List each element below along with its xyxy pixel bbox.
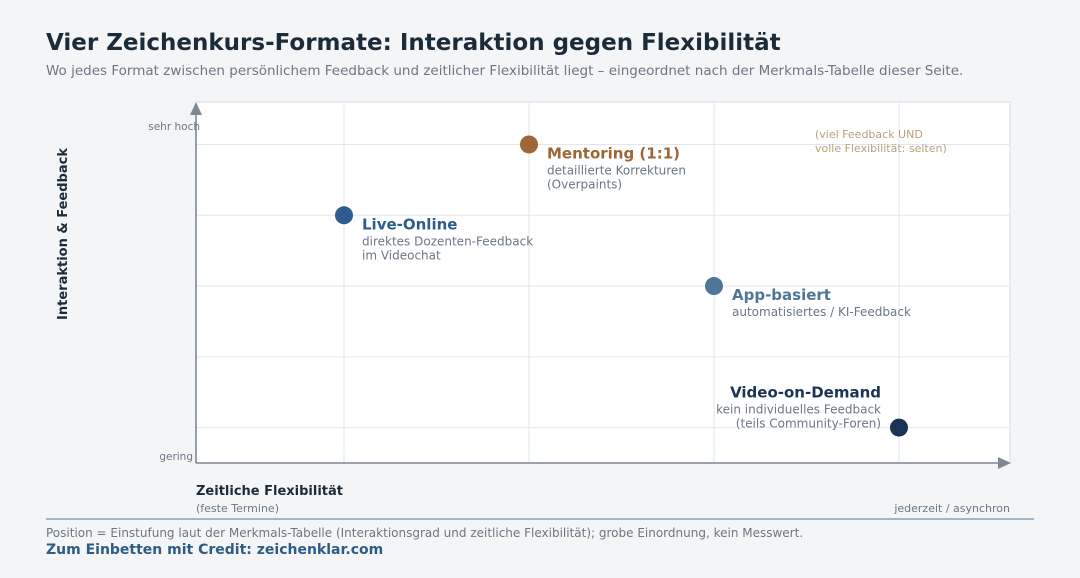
annotation-line: (viel Feedback UND [815, 128, 923, 141]
point-label: Video-on-Demand [730, 384, 881, 402]
data-points: Mentoring (1:1)detaillierte Korrekturen(… [335, 135, 911, 437]
data-point-group: Mentoring (1:1)detaillierte Korrekturen(… [520, 135, 686, 191]
footer-divider [46, 518, 1034, 520]
point-description: (Overpaints) [547, 177, 622, 191]
footnote: Position = Einstufung laut der Merkmals-… [46, 526, 804, 540]
point-label: Live-Online [362, 215, 457, 233]
y-axis-label: Interaktion & Feedback [56, 148, 71, 320]
point-label: App-basiert [732, 286, 831, 304]
x-tick-low: (feste Termine) [196, 502, 279, 515]
corner-annotation: (viel Feedback UND volle Flexibilität: s… [815, 128, 947, 155]
point-label: Mentoring (1:1) [547, 144, 680, 162]
data-point [520, 135, 538, 154]
plot-area [195, 101, 1011, 464]
credit-link[interactable]: Zum Einbetten mit Credit: zeichenklar.co… [46, 542, 384, 558]
point-description: (teils Community-Foren) [736, 417, 881, 431]
point-description: im Videochat [362, 248, 441, 262]
x-axis-arrow [998, 457, 1011, 469]
chart-subtitle: Wo jedes Format zwischen persönlichem Fe… [46, 63, 964, 79]
point-description: direktes Dozenten-Feedback [362, 234, 533, 248]
point-description: automatisiertes / KI-Feedback [732, 305, 911, 319]
annotation-line: volle Flexibilität: selten) [815, 142, 947, 155]
y-tick-low: gering [159, 451, 193, 463]
axes [190, 102, 1011, 469]
data-point [335, 206, 353, 225]
y-axis-arrow [190, 102, 202, 115]
point-description: kein individuelles Feedback [716, 403, 881, 417]
point-description: detaillierte Korrekturen [547, 163, 686, 177]
x-axis-label: Zeitliche Flexibilität [196, 484, 343, 499]
x-tick-high: jederzeit / asynchron [893, 502, 1010, 515]
y-tick-high: sehr hoch [148, 121, 200, 133]
chart-title: Vier Zeichenkurs-Formate: Interaktion ge… [46, 30, 781, 56]
data-point [890, 418, 908, 437]
scatter-chart: sehr hoch gering Interaktion & Feedback … [56, 101, 1011, 515]
data-point [705, 277, 723, 296]
